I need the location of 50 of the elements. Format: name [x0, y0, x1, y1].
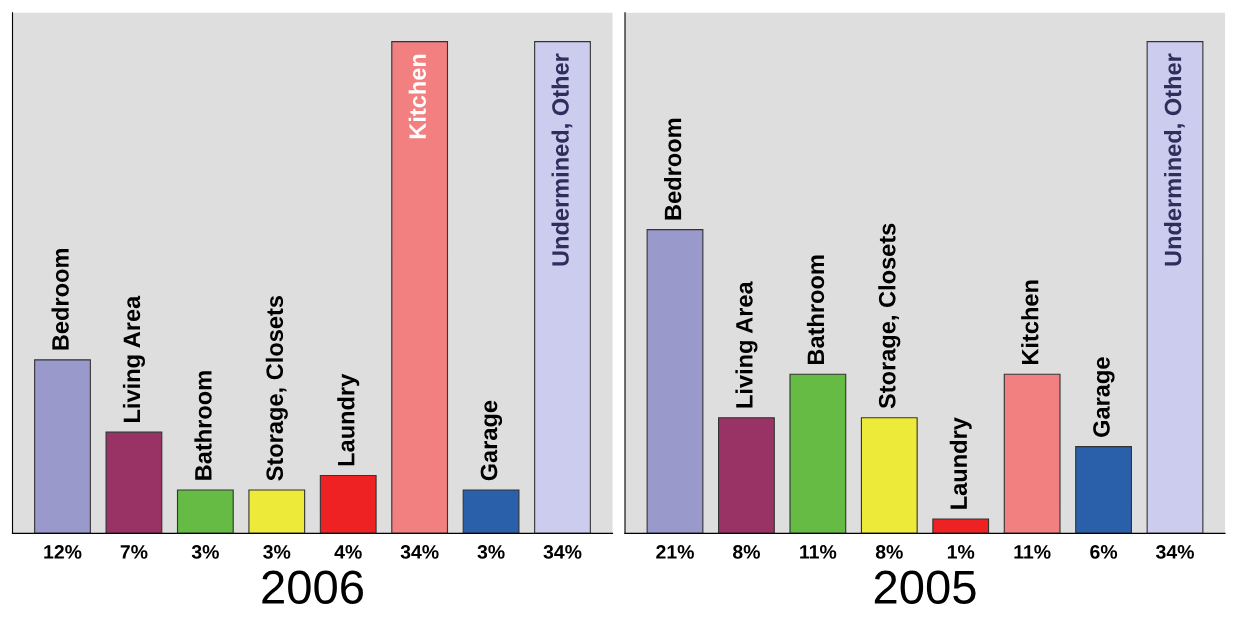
- x-tick-label: Bedroom: [663, 118, 682, 220]
- bar: [860, 417, 918, 534]
- x-tick-label: Storage, Closets: [265, 295, 288, 481]
- x-tick-label: Laundry: [337, 373, 360, 466]
- x-tick-label: Garage: [1093, 357, 1115, 437]
- bar: [646, 229, 704, 534]
- data-label: 1%: [947, 545, 975, 559]
- bar: [176, 489, 234, 534]
- data-label: 34%: [1155, 545, 1194, 559]
- data-label: 12%: [44, 545, 82, 559]
- bar: [534, 41, 591, 534]
- x-tick-label: Garage: [480, 400, 503, 481]
- x-tick-label: Kitchen: [408, 54, 426, 139]
- bar: [391, 41, 449, 534]
- data-label: 34%: [400, 545, 439, 559]
- data-label: 3%: [477, 545, 505, 559]
- x-tick-label: Living Area: [735, 281, 758, 408]
- bar: [105, 431, 163, 534]
- data-label: 8%: [732, 545, 760, 559]
- bar: [1075, 446, 1132, 534]
- data-label: 21%: [656, 545, 694, 559]
- data-label: 3%: [191, 545, 219, 559]
- x-tick-label: Bathroom: [194, 371, 212, 480]
- data-label: 7%: [120, 545, 148, 559]
- bar: [1003, 373, 1061, 534]
- x-tick-label: Living Area: [122, 295, 145, 422]
- bar: [932, 518, 990, 534]
- bar: [462, 489, 520, 534]
- data-label: 8%: [875, 545, 903, 559]
- x-tick-label: Bathroom: [806, 255, 825, 365]
- data-label: 4%: [334, 545, 362, 559]
- x-tick-label: Bedroom: [51, 248, 69, 350]
- bar: [789, 373, 847, 534]
- bar: [1146, 41, 1204, 534]
- x-tick-label: Storage, Closets: [878, 223, 901, 409]
- data-label: 3%: [263, 545, 291, 559]
- data-label: 11%: [1014, 545, 1051, 559]
- x-tick-label: Undermined, Other: [551, 53, 573, 266]
- text: 2006: [262, 570, 363, 605]
- data-label: 11%: [800, 545, 837, 559]
- x-tick-label: Kitchen: [1021, 280, 1039, 365]
- bar: [319, 474, 377, 534]
- bar: [34, 359, 91, 534]
- data-label: 34%: [543, 545, 582, 559]
- bar: [718, 417, 775, 534]
- bar: [248, 489, 306, 534]
- data-label: 6%: [1090, 545, 1118, 559]
- x-tick-label: Laundry: [949, 417, 972, 509]
- text: 2005: [874, 570, 976, 605]
- x-tick-label: Undermined, Other: [1163, 53, 1185, 266]
